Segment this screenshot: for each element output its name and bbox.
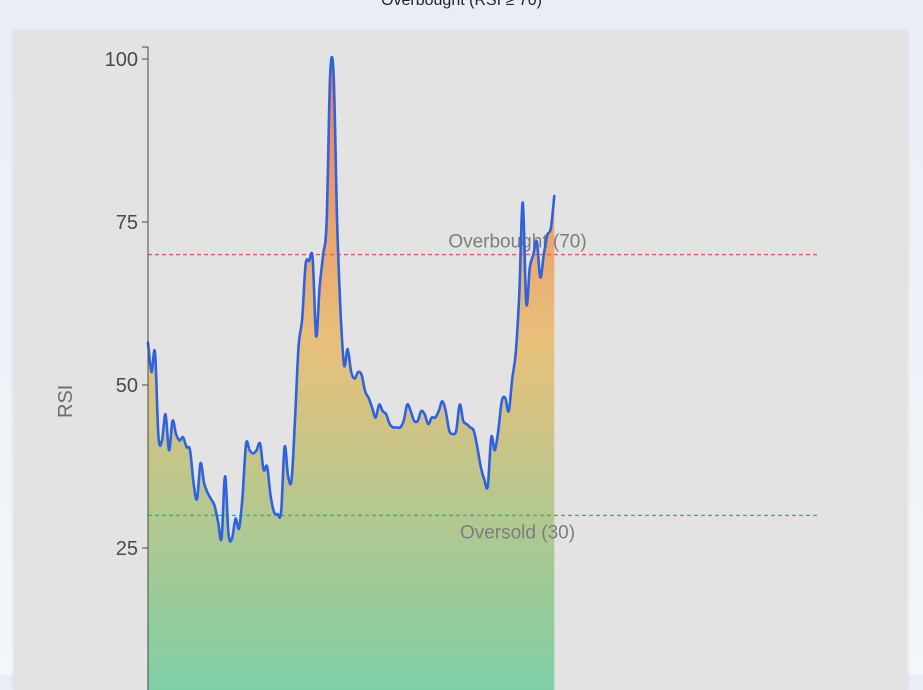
reference-label-1: Oversold (30): [460, 522, 575, 543]
y-tick-label-100: 100: [105, 49, 138, 71]
page-caption: Overbought (RSI ≥ 70): [381, 0, 542, 9]
reference-label-0: Overbought (70): [448, 232, 586, 253]
y-tick-label-25: 25: [116, 538, 138, 560]
y-tick-label-50: 50: [116, 375, 138, 397]
y-axis-label: RSI: [55, 385, 77, 418]
chart-card: Overbought (70) Oversold (30) 25 50 75 100 RSI: [14, 30, 907, 690]
rsi-chart: Overbought (70) Oversold (30) 25 50 75 100 RSI: [14, 30, 907, 690]
series-line: [146, 55, 556, 543]
y-tick-label-75: 75: [116, 212, 138, 234]
